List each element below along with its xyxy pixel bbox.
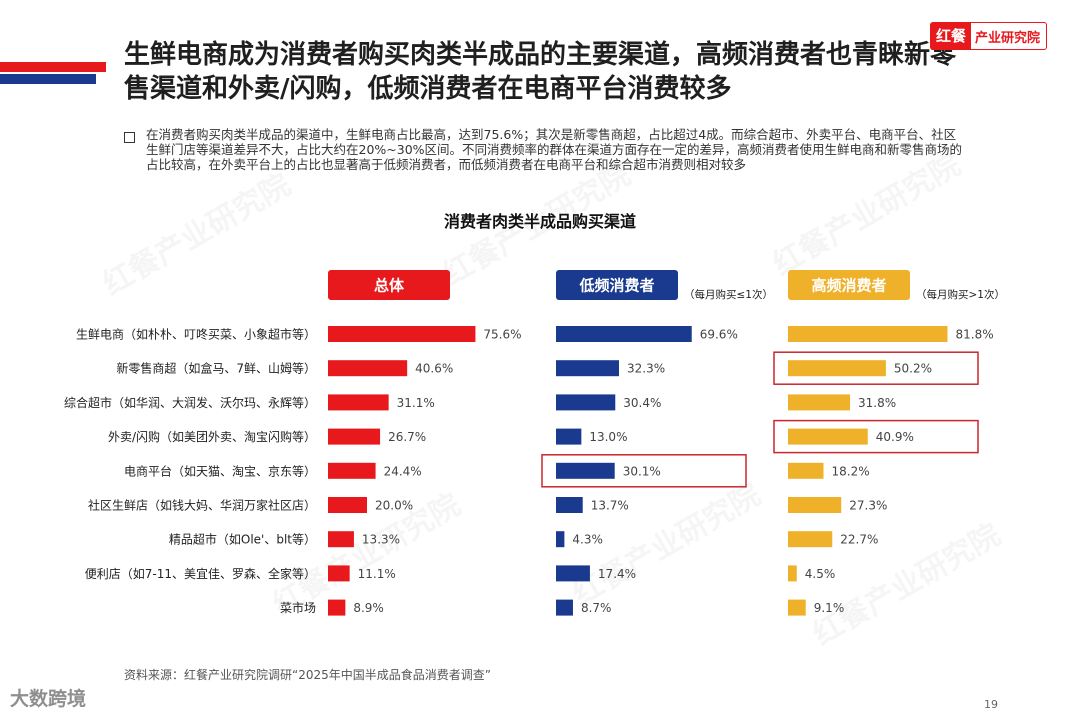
category-label: 电商平台（如天猫、淘宝、京东等） <box>124 463 316 478</box>
footer-watermark: 大数跨境 <box>10 688 87 710</box>
data-label: 40.9% <box>876 430 914 444</box>
data-label: 30.1% <box>623 464 661 478</box>
data-label: 18.2% <box>831 464 869 478</box>
bar <box>556 599 573 616</box>
bullet-square-icon <box>124 132 135 143</box>
bar <box>556 565 590 582</box>
data-label: 31.8% <box>858 396 896 410</box>
data-label: 13.3% <box>362 533 400 547</box>
category-label: 菜市场 <box>280 600 316 615</box>
bar <box>556 497 583 513</box>
bar <box>788 326 948 342</box>
series-header-badge <box>328 270 450 300</box>
bar <box>328 531 354 548</box>
data-label: 8.7% <box>581 601 612 615</box>
series-header-label: 低频消费者 <box>578 277 654 295</box>
bar <box>788 462 824 479</box>
series-header-badge <box>556 270 678 300</box>
summary-text: 在消费者购买肉类半成品的渠道中，生鲜电商占比最高，达到75.6%；其次是新零售商… <box>146 127 963 172</box>
data-label: 17.4% <box>598 567 636 581</box>
bar <box>328 462 376 479</box>
bar <box>556 531 565 548</box>
data-label: 26.7% <box>388 430 426 444</box>
page-number: 19 <box>984 698 998 711</box>
bar <box>328 565 350 582</box>
category-label: 生鲜电商（如朴朴、叮咚买菜、小象超市等） <box>76 327 316 342</box>
highlight-box <box>773 351 979 385</box>
bar <box>328 360 408 377</box>
bar <box>328 326 476 342</box>
data-label: 8.9% <box>353 601 384 615</box>
data-label: 22.7% <box>840 533 878 547</box>
data-label: 13.0% <box>589 430 627 444</box>
data-label: 27.3% <box>849 499 887 513</box>
logo-mark: 红餐 <box>931 23 972 49</box>
category-label: 新零售商超（如盒马、7鲜、山姆等） <box>116 361 316 376</box>
bar <box>556 428 582 445</box>
channel-bar-chart: 生鲜电商（如朴朴、叮咚买菜、小象超市等） 新零售商超（如盒马、7鲜、山姆等） 综合超… <box>64 270 1005 616</box>
data-label: 31.1% <box>397 396 435 410</box>
highlight-box <box>541 454 747 488</box>
header-stripe-blue <box>0 74 96 84</box>
series-header-note: （每月购买≤1次） <box>684 288 773 301</box>
category-label: 外卖/闪购（如美团外卖、淘宝闪购等） <box>108 429 316 444</box>
bar <box>788 531 833 548</box>
bar <box>328 428 381 445</box>
bar <box>556 394 616 411</box>
highlight-box <box>773 419 979 454</box>
series-header-label: 高频消费者 <box>811 277 886 295</box>
data-label: 20.0% <box>375 499 413 513</box>
header-stripe-red <box>0 62 106 72</box>
bar <box>556 462 615 479</box>
page-title: 生鲜电商成为消费者购买肉类半成品的主要渠道，高频消费者也青睐新零售渠道和外卖/闪… <box>124 40 957 104</box>
source-note: 资料来源：红餐产业研究院调研“2025年中国半成品食品消费者调查” <box>124 668 491 682</box>
data-label: 4.5% <box>805 567 836 581</box>
bar <box>328 497 367 513</box>
data-label: 30.4% <box>623 396 661 410</box>
data-label: 9.1% <box>814 601 845 615</box>
data-label: 13.7% <box>591 499 629 513</box>
data-label: 11.1% <box>358 567 396 581</box>
data-label: 32.3% <box>627 362 665 376</box>
brand-logo: 红餐 产业研究院 <box>930 22 1048 50</box>
series-header-label: 总体 <box>374 277 405 295</box>
category-label: 社区生鲜店（如钱大妈、华润万家社区店） <box>88 498 316 513</box>
bar <box>788 497 842 513</box>
category-label: 综合超市（如华润、大润发、沃尔玛、永辉等） <box>64 395 316 410</box>
series-header-note: （每月购买>1次） <box>916 288 1005 301</box>
bar <box>328 394 389 411</box>
bar <box>788 360 886 377</box>
bar <box>328 599 346 616</box>
bar <box>556 326 692 342</box>
category-label: 便利店（如7-11、美宜佳、罗森、全家等） <box>85 566 316 581</box>
data-label: 50.2% <box>894 362 932 376</box>
chart-title: 消费者肉类半成品购买渠道 <box>443 212 636 231</box>
data-label: 24.4% <box>384 464 422 478</box>
category-label: 精品超市（如Ole'、blt等） <box>169 532 316 547</box>
data-label: 4.3% <box>572 533 603 547</box>
bar <box>788 394 851 411</box>
data-label: 81.8% <box>956 328 994 342</box>
logo-text: 产业研究院 <box>975 30 1041 46</box>
bar <box>788 428 868 445</box>
data-label: 69.6% <box>700 328 738 342</box>
data-label: 75.6% <box>483 328 521 342</box>
bar <box>788 599 806 616</box>
bar <box>788 565 797 582</box>
series-header-badge <box>788 270 910 300</box>
data-label: 40.6% <box>415 362 453 376</box>
bar <box>556 360 619 377</box>
